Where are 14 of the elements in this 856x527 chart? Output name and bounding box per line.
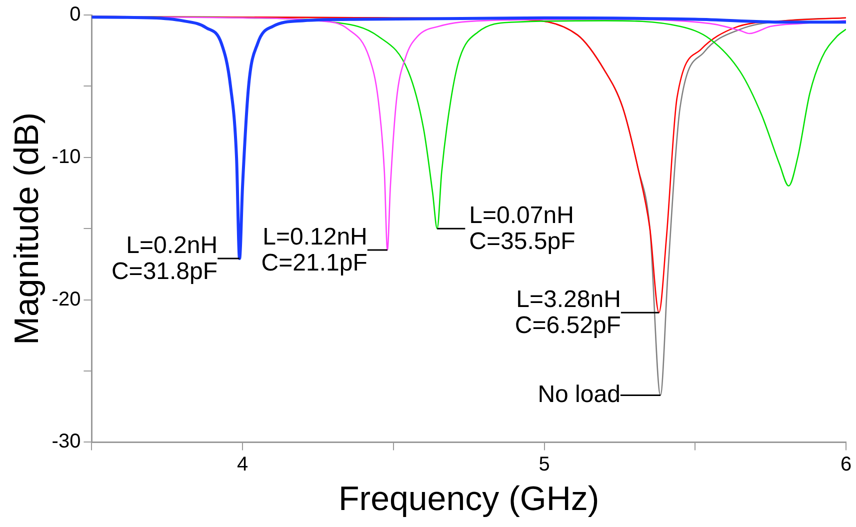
x-tick-label: 4 [237, 454, 248, 476]
y-tick-label: -30 [52, 430, 81, 453]
annotation: L=0.07nH C=35.5pF [469, 202, 576, 256]
x-tick-label: 6 [840, 454, 852, 476]
annotation: L=0.12nH C=21.1pF [261, 224, 368, 277]
y-axis-title: Magnitude (dB) [8, 112, 46, 345]
y-tick-label: -10 [52, 146, 81, 168]
y-tick-label: -20 [52, 288, 81, 310]
x-tick-label: 5 [538, 454, 550, 476]
annotation: No load [538, 380, 620, 408]
annotation: L=3.28nH C=6.52pF [514, 286, 621, 340]
annotation: L=0.2nH C=31.8pF [111, 232, 218, 286]
x-axis-title: Frequency (GHz) [338, 480, 600, 518]
y-tick-label: 0 [70, 4, 81, 26]
